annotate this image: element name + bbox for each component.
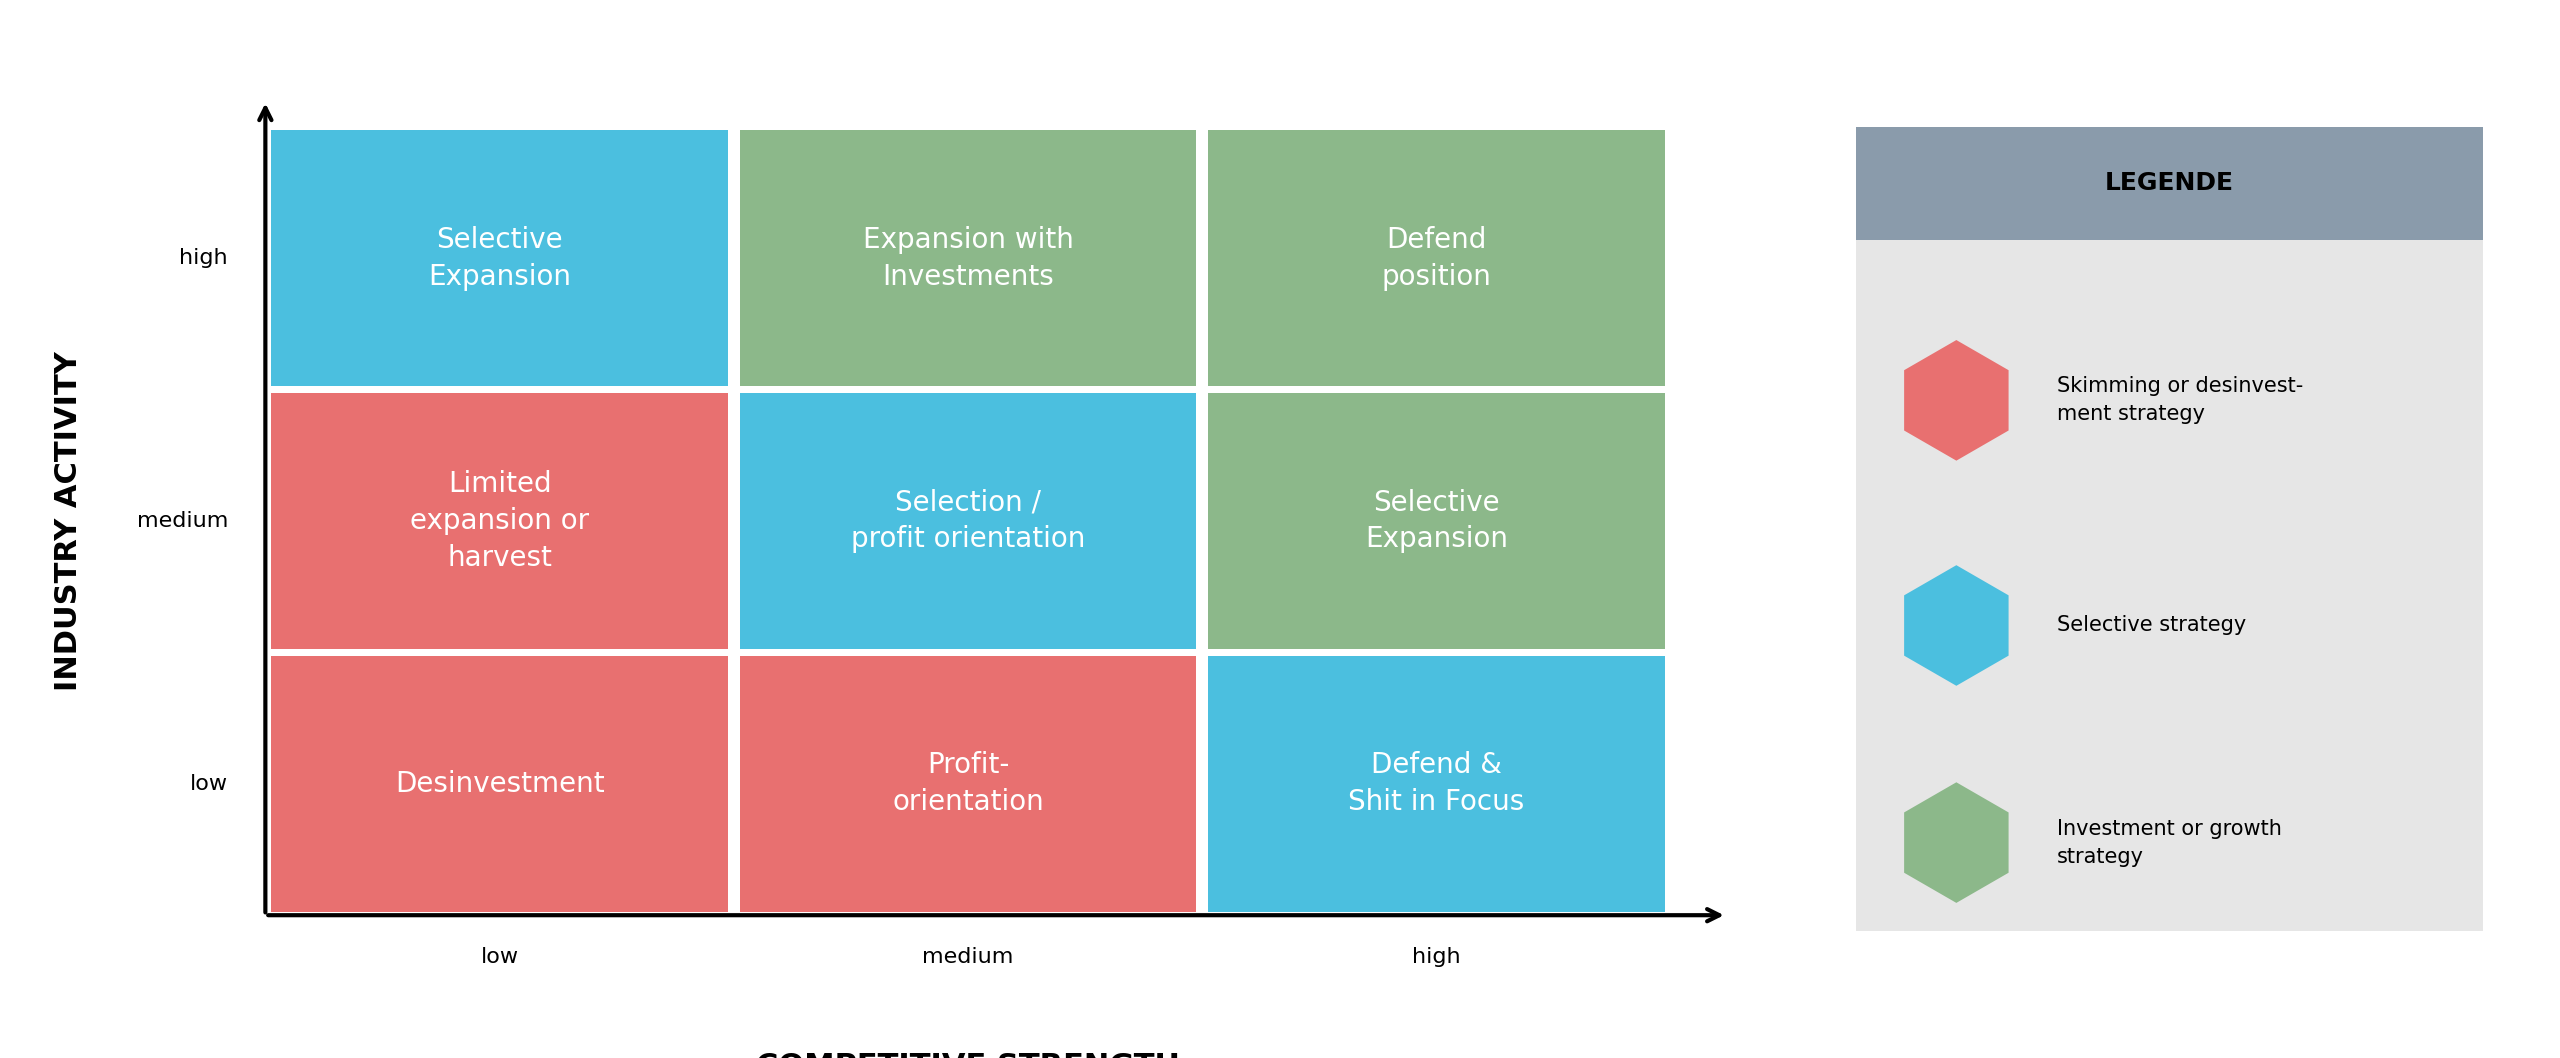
Text: Expansion with
Investments: Expansion with Investments xyxy=(863,225,1073,291)
Text: Limited
expansion or
harvest: Limited expansion or harvest xyxy=(410,470,589,571)
Text: Defend
position: Defend position xyxy=(1382,225,1492,291)
FancyBboxPatch shape xyxy=(1856,127,2483,931)
Polygon shape xyxy=(1905,340,2010,460)
Text: LEGENDE: LEGENDE xyxy=(2104,171,2235,196)
FancyBboxPatch shape xyxy=(1208,393,1664,650)
Text: low: low xyxy=(189,773,228,794)
Text: high: high xyxy=(1413,947,1462,967)
FancyBboxPatch shape xyxy=(740,130,1196,386)
Polygon shape xyxy=(1905,565,2010,686)
Polygon shape xyxy=(1905,782,2010,902)
FancyBboxPatch shape xyxy=(1208,130,1664,386)
Text: high: high xyxy=(179,249,228,268)
Text: COMPETITIVE STRENGTH: COMPETITIVE STRENGTH xyxy=(755,1052,1180,1058)
Text: Investment or growth
strategy: Investment or growth strategy xyxy=(2056,819,2281,867)
Text: Profit-
orientation: Profit- orientation xyxy=(891,751,1044,816)
Text: Selection /
profit orientation: Selection / profit orientation xyxy=(850,489,1085,553)
FancyBboxPatch shape xyxy=(1856,127,2483,239)
Text: Selective strategy: Selective strategy xyxy=(2056,616,2245,636)
Text: Selective
Expansion: Selective Expansion xyxy=(1364,489,1508,553)
Text: medium: medium xyxy=(922,947,1014,967)
Text: Desinvestment: Desinvestment xyxy=(394,770,604,798)
FancyBboxPatch shape xyxy=(271,130,727,386)
FancyBboxPatch shape xyxy=(271,656,727,912)
Text: Skimming or desinvest-
ment strategy: Skimming or desinvest- ment strategy xyxy=(2056,377,2304,424)
Text: Selective
Expansion: Selective Expansion xyxy=(428,225,571,291)
Text: low: low xyxy=(481,947,520,967)
FancyBboxPatch shape xyxy=(740,393,1196,650)
FancyBboxPatch shape xyxy=(1208,656,1664,912)
Text: INDUSTRY ACTIVITY: INDUSTRY ACTIVITY xyxy=(54,351,82,691)
Text: Defend &
Shit in Focus: Defend & Shit in Focus xyxy=(1349,751,1523,816)
FancyBboxPatch shape xyxy=(271,393,727,650)
Text: medium: medium xyxy=(136,511,228,531)
FancyBboxPatch shape xyxy=(740,656,1196,912)
